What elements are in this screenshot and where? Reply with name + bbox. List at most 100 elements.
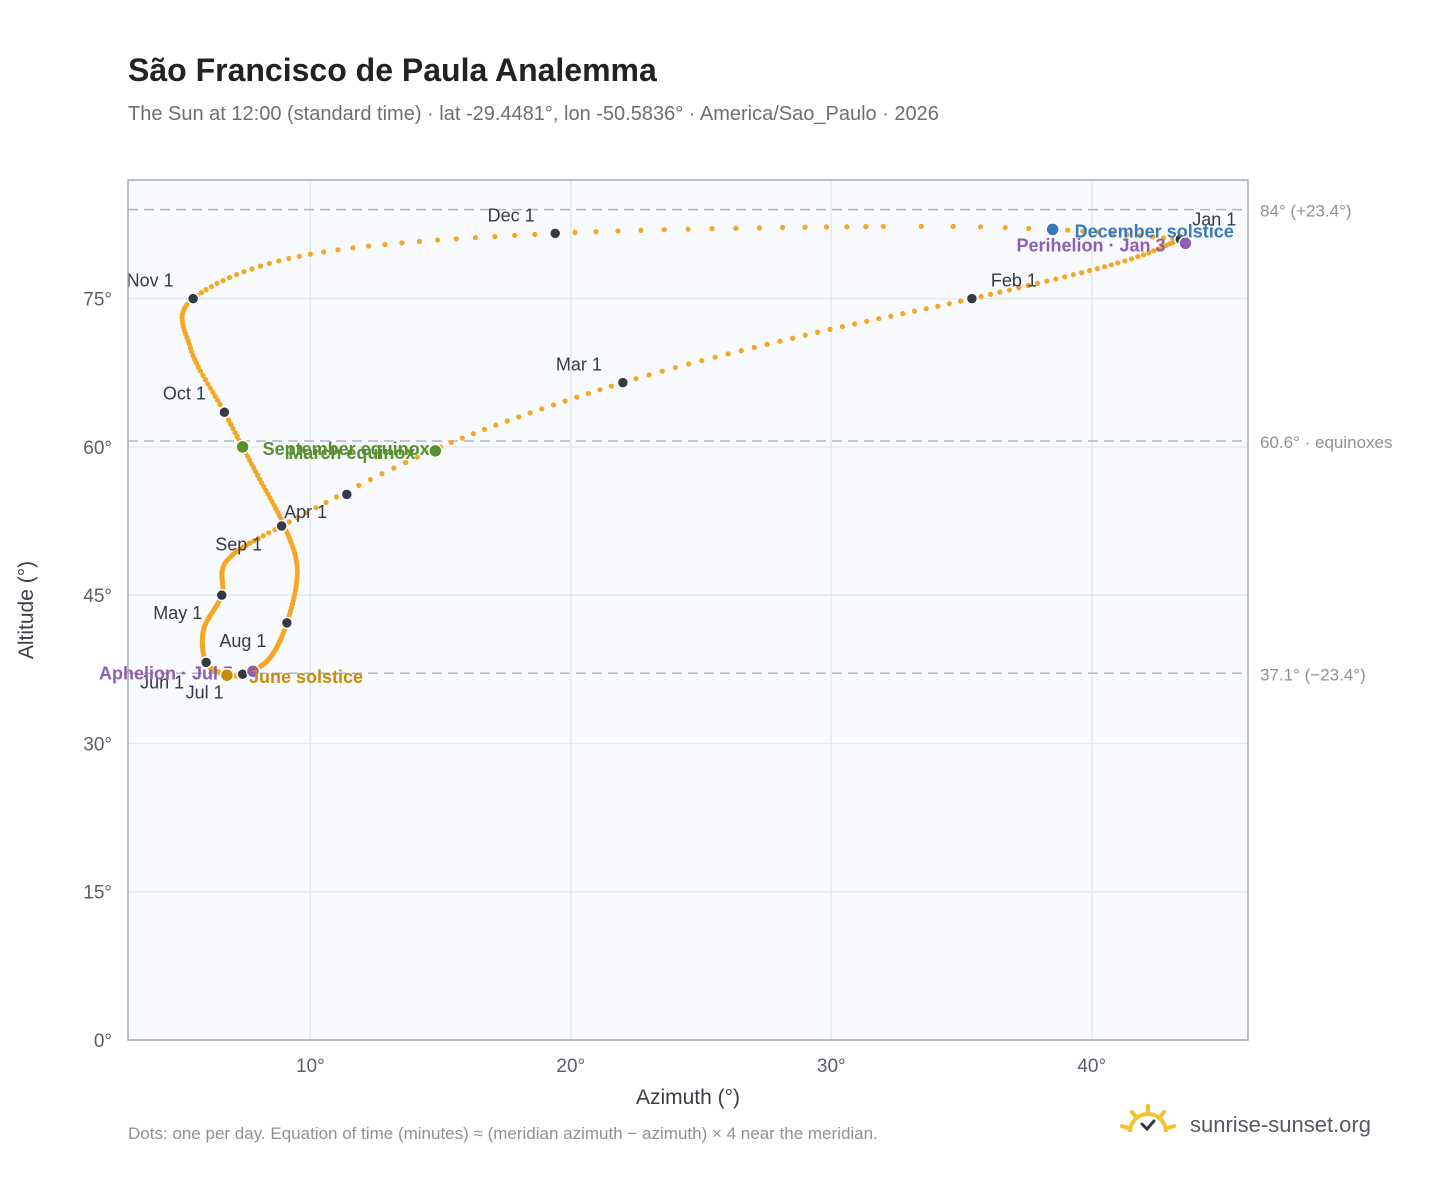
sun-logo-icon: [1120, 1104, 1176, 1133]
daily-sun-dot: [978, 293, 984, 300]
daily-sun-dot: [608, 383, 615, 389]
event-label: September equinox: [263, 439, 430, 459]
daily-sun-dot: [228, 421, 234, 428]
daily-sun-dot: [203, 287, 209, 293]
daily-sun-dot: [659, 368, 665, 374]
daily-sun-dot: [935, 303, 941, 309]
month-label: Sep 1: [215, 534, 262, 554]
daily-sun-dot: [1079, 270, 1085, 276]
daily-sun-dot: [208, 283, 214, 290]
daily-sun-dot: [232, 430, 238, 436]
daily-sun-dot: [241, 269, 247, 275]
daily-sun-dot: [200, 372, 206, 378]
daily-sun-dot: [1160, 235, 1167, 241]
event-label: June solstice: [249, 667, 363, 687]
daily-sun-dot: [1053, 276, 1059, 282]
daily-sun-dot: [226, 274, 233, 281]
daily-sun-dot: [399, 240, 405, 246]
daily-sun-dot: [1140, 252, 1147, 258]
daily-sun-dot: [493, 422, 499, 428]
daily-sun-dot: [1124, 231, 1130, 238]
month-marker: [616, 376, 630, 389]
daily-sun-dot: [593, 229, 599, 235]
daily-sun-dot: [416, 238, 423, 245]
daily-sun-dot: [251, 465, 257, 471]
y-tick-label: 0°: [94, 1031, 112, 1052]
daily-sun-dot: [815, 329, 821, 335]
daily-sun-dot: [286, 519, 292, 525]
daily-sun-dot: [313, 505, 319, 511]
reference-lines: 84° (+23.4°) 60.6° · equinoxes 37.1° (−23.…: [128, 202, 1393, 684]
daily-sun-dot: [403, 459, 409, 466]
daily-sun-dot: [1002, 224, 1008, 231]
y-tick-label: 30°: [83, 734, 112, 755]
daily-sun-dot: [532, 231, 538, 237]
daily-sun-dot: [205, 381, 211, 387]
daily-sun-dot: [512, 232, 518, 239]
daily-sun-dot: [911, 308, 918, 314]
daily-sun-dot: [382, 241, 388, 248]
daily-sun-dot: [1155, 246, 1161, 252]
daily-sun-dot: [615, 228, 621, 234]
daily-sun-dot: [709, 226, 715, 232]
daily-sun-dot: [472, 235, 479, 241]
daily-sun-dot: [597, 387, 603, 393]
daily-sun-dot: [802, 224, 808, 230]
event-label: Aphelion · Jul 5: [99, 663, 233, 683]
daily-sun-dot: [1094, 265, 1100, 272]
x-tick-label: 10°: [296, 1056, 325, 1077]
daily-sun-dot: [212, 393, 218, 399]
daily-sun-dot: [198, 290, 205, 296]
daily-sun-dot: [492, 233, 498, 240]
month-marker: [965, 292, 979, 305]
month-label: Mar 1: [556, 355, 602, 375]
month-marker: [199, 656, 213, 669]
daily-sun-dot: [1135, 254, 1141, 260]
daily-sun-dot: [391, 465, 397, 471]
daily-sun-dot: [572, 229, 578, 236]
daily-sun-dot: [802, 332, 808, 338]
daily-sun-dot: [923, 306, 929, 312]
brand-name: sunrise-sunset.org: [1190, 1112, 1371, 1137]
daily-sun-dot: [827, 326, 833, 332]
daily-sun-dot: [215, 397, 221, 403]
y-tick-label: 45°: [83, 586, 112, 607]
y-axis-title: Altitude (°): [15, 561, 38, 659]
month-marker: [280, 616, 294, 630]
daily-sun-dot: [356, 482, 362, 488]
month-marker: [275, 519, 288, 533]
month-label: Aug 1: [219, 631, 266, 651]
daily-sun-dot: [217, 401, 223, 408]
daily-sun-dot: [251, 538, 257, 544]
daily-sun-dot: [1006, 287, 1013, 293]
month-marker: [215, 588, 229, 602]
daily-sun-dot: [226, 417, 232, 424]
daily-sun-dot: [1080, 228, 1086, 234]
daily-sun-dot: [946, 301, 952, 307]
daily-sun-dot: [334, 494, 340, 500]
month-marker: [186, 292, 200, 305]
page-title: São Francisco de Paula Analemma: [128, 52, 657, 88]
daily-sun-dot: [638, 227, 644, 233]
daily-sun-dot: [764, 341, 770, 347]
reference-line-label: 37.1° (−23.4°): [1260, 665, 1366, 684]
daily-sun-dot: [220, 277, 226, 284]
daily-sun-dot: [1151, 248, 1157, 254]
brand[interactable]: sunrise-sunset.org: [1120, 1102, 1400, 1146]
daily-sun-dot: [539, 406, 545, 412]
daily-sun-dot: [997, 289, 1003, 295]
x-axis-title: Azimuth (°): [636, 1086, 740, 1109]
daily-sun-dot: [686, 361, 692, 367]
daily-sun-dot: [367, 476, 373, 483]
daily-sun-dot: [527, 410, 533, 416]
month-label: Nov 1: [127, 271, 174, 291]
daily-sun-dot: [777, 338, 783, 344]
daily-sun-dot: [294, 514, 301, 521]
month-label: Feb 1: [991, 271, 1037, 291]
daily-sun-dot: [950, 223, 956, 230]
event-marker: [1045, 222, 1060, 237]
y-tick-label: 15°: [83, 883, 112, 904]
daily-sun-dot: [296, 253, 302, 259]
daily-sun-dot: [661, 227, 667, 233]
daily-sun-dot: [323, 499, 329, 505]
